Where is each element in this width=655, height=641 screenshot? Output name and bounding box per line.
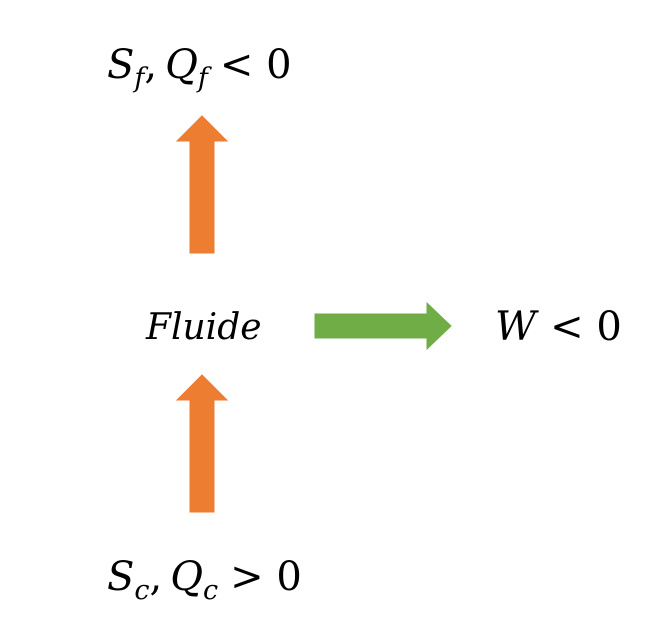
work-label: W < 0 <box>495 304 622 350</box>
work-relation: < 0 <box>550 304 622 350</box>
heat-in-arrow <box>175 374 229 513</box>
cold-s-symbol: S <box>107 42 134 88</box>
cold-separator: , <box>144 42 157 88</box>
cold-source-label: Sf, Qf < 0 <box>107 42 292 94</box>
work-arrow <box>314 301 452 351</box>
hot-q-subscript: c <box>203 575 218 606</box>
hot-q-symbol: Q <box>170 554 203 600</box>
cold-q-subscript: f <box>196 63 212 94</box>
hot-source-label: Sc, Qc > 0 <box>107 554 302 606</box>
work-w-symbol: W <box>495 304 539 350</box>
cold-relation: < 0 <box>220 42 292 88</box>
cold-q-symbol: Q <box>165 42 198 88</box>
hot-s-subscript: c <box>134 575 149 606</box>
fluid-label: Fluide <box>145 307 262 348</box>
heat-out-arrow <box>175 115 229 254</box>
hot-separator: , <box>150 554 163 600</box>
hot-s-symbol: S <box>107 554 134 600</box>
hot-relation: > 0 <box>230 554 302 600</box>
